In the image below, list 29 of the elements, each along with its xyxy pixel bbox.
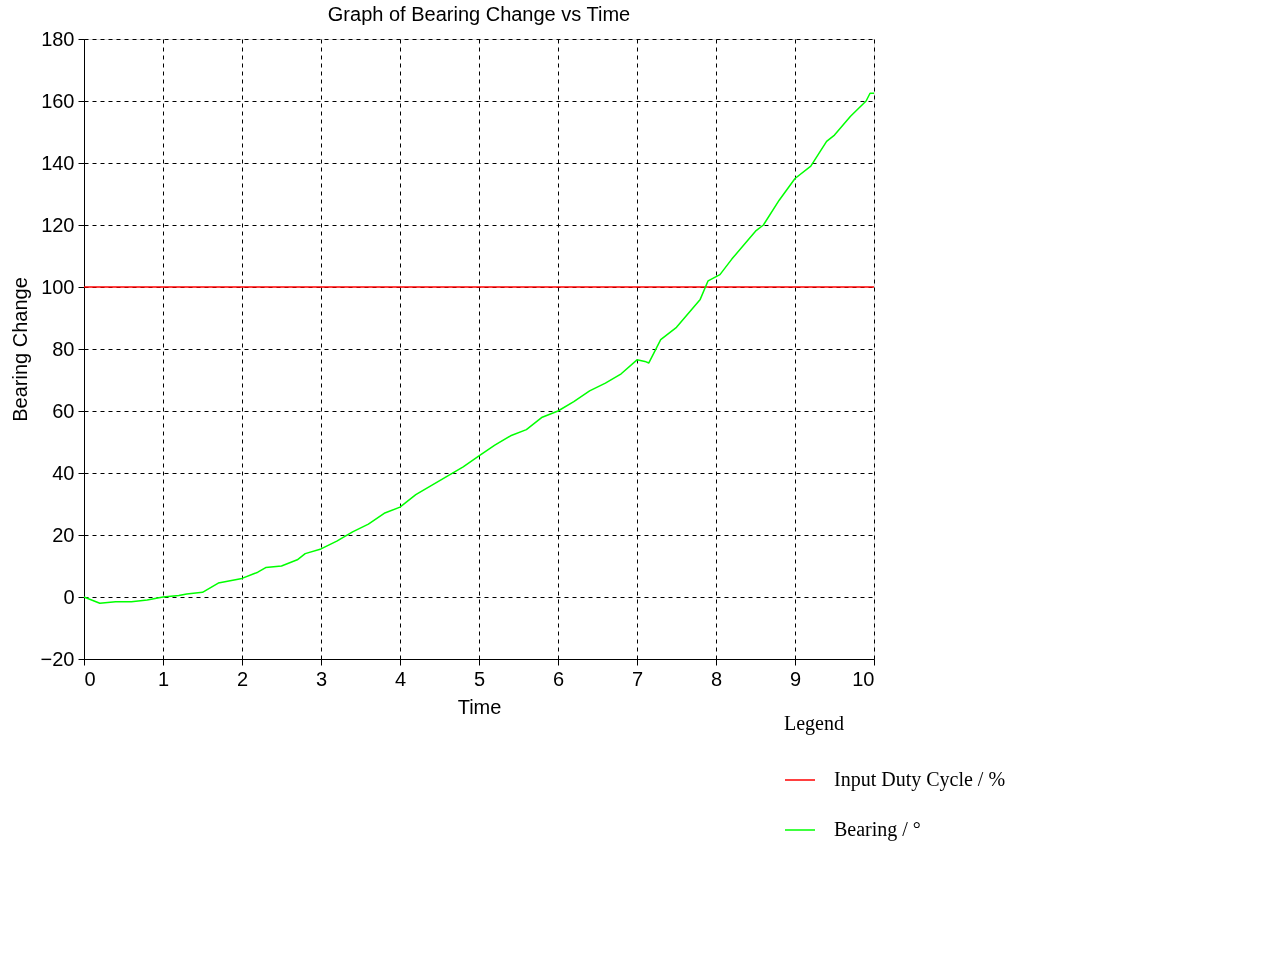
y-tick-label: 20 (52, 523, 75, 546)
x-axis-title: Time (457, 695, 502, 718)
x-tick-label: 2 (236, 667, 249, 690)
x-tick-label: 10 (852, 667, 875, 690)
y-tick-label: 140 (41, 151, 75, 174)
legend-label: Input Duty Cycle / % (834, 768, 1006, 791)
x-tick-label: 0 (84, 667, 96, 690)
line-series (83, 92, 875, 604)
legend-title: Legend (784, 712, 844, 735)
x-tick-label: 6 (552, 667, 565, 690)
y-tick-label: 40 (52, 461, 75, 484)
x-tick-label: 7 (631, 667, 644, 690)
legend-label: Bearing / ° (834, 818, 921, 841)
y-tick-label: 0 (63, 585, 75, 608)
x-tick-label: 8 (710, 667, 723, 690)
x-tick-label: 3 (315, 667, 328, 690)
chart-title: Graph of Bearing Change vs Time (327, 3, 631, 25)
y-tick-label: 160 (41, 89, 75, 112)
y-tick-label: 60 (52, 399, 75, 422)
y-tick-label: 120 (41, 213, 75, 236)
x-tick-label: 5 (473, 667, 486, 690)
x-tick-label: 1 (157, 667, 170, 690)
y-tick-label: −20 (40, 647, 75, 670)
y-axis-title: Bearing Change (8, 277, 31, 422)
x-tick-label: 4 (394, 667, 407, 690)
y-tick-label: 80 (52, 337, 75, 360)
y-tick-label: 180 (41, 27, 75, 50)
x-tick-label: 9 (789, 667, 802, 690)
y-tick-label: 100 (41, 275, 75, 298)
